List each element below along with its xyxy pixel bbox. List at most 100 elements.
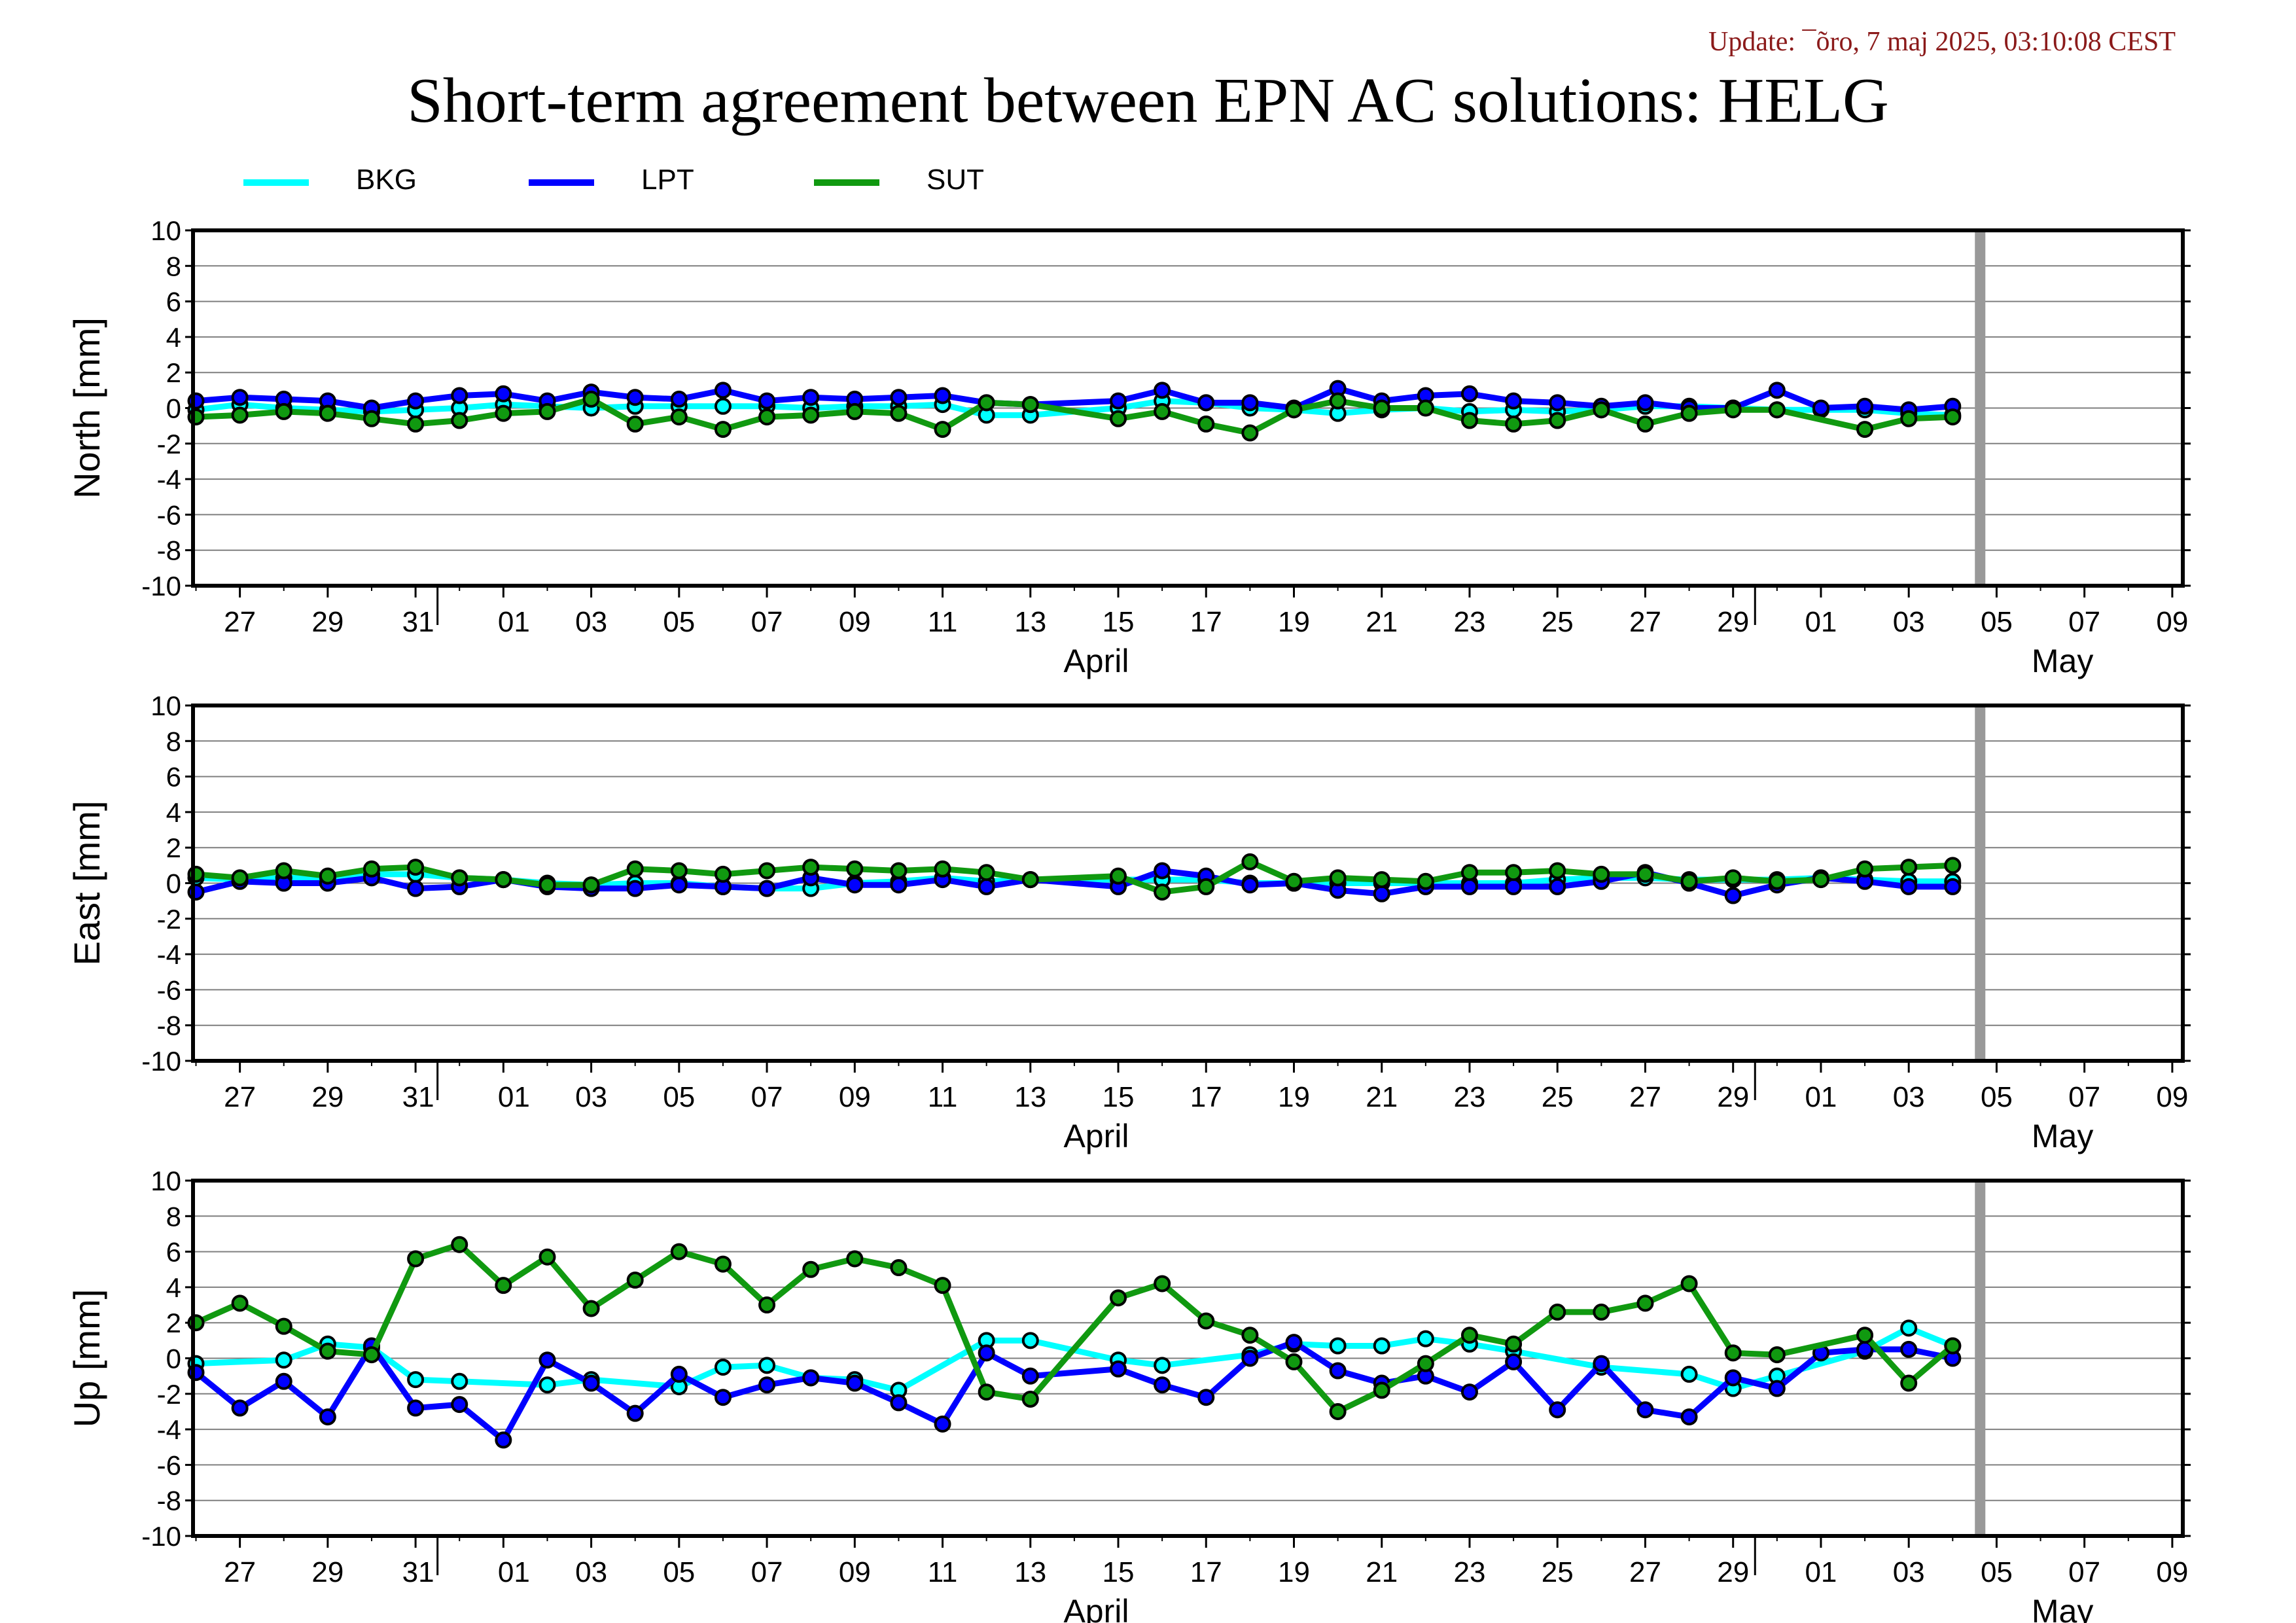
- chart-panel-1: 10 8 6 4 2 0 -2 -4 -6 -8 -10 North [mm] 27 29 31 01 03 05…: [66, 215, 2191, 679]
- data-point-lpt: [495, 385, 512, 402]
- data-point-lpt: [1460, 878, 1478, 895]
- x-tick-label: 23: [1454, 1556, 1486, 1588]
- x-tick-label: 29: [311, 606, 344, 638]
- data-point-lpt: [758, 392, 776, 410]
- data-point-sut: [1856, 421, 1874, 438]
- data-point-lpt: [1636, 394, 1654, 412]
- data-point-sut: [1285, 401, 1303, 419]
- x-tick-label: 07: [2068, 606, 2100, 638]
- chart-title: Short-term agreement between EPN AC solu…: [407, 65, 1889, 136]
- data-point-lpt: [1241, 394, 1259, 412]
- x-tick-label: 29: [311, 1081, 344, 1113]
- data-point-lpt: [626, 880, 644, 897]
- data-point-sut: [187, 1314, 205, 1332]
- data-point-sut: [1110, 1289, 1127, 1307]
- data-point-bkg: [1417, 1330, 1434, 1347]
- x-tick-label: 07: [751, 1556, 783, 1588]
- x-tick-label: 29: [1717, 1081, 1749, 1113]
- x-tick-label: 25: [1542, 1556, 1574, 1588]
- data-point-lpt: [802, 389, 820, 406]
- data-point-sut: [934, 421, 951, 438]
- data-point-lpt: [1154, 382, 1171, 399]
- data-point-lpt: [1110, 1360, 1127, 1378]
- data-point-lpt: [1549, 1401, 1566, 1419]
- data-point-bkg: [1021, 1332, 1039, 1349]
- data-point-sut: [890, 404, 908, 422]
- data-point-lpt: [1768, 1380, 1786, 1397]
- data-point-sut: [1549, 412, 1566, 429]
- y-tick-label: -8: [157, 535, 181, 566]
- data-point-sut: [1154, 1275, 1171, 1293]
- series-line-lpt: [196, 385, 1953, 413]
- y-tick-label: 0: [166, 393, 181, 424]
- data-point-sut: [670, 408, 688, 426]
- data-point-sut: [1505, 415, 1523, 433]
- x-tick-label: 07: [2068, 1081, 2100, 1113]
- legend-swatch-sut: [814, 179, 879, 186]
- data-point-sut: [539, 402, 556, 420]
- x-tick-label: 03: [575, 1556, 607, 1588]
- data-point-sut: [187, 408, 205, 426]
- data-point-lpt: [670, 876, 688, 894]
- data-point-lpt: [846, 1374, 864, 1392]
- data-point-lpt: [1110, 392, 1127, 410]
- data-end-marker: [1975, 230, 1986, 586]
- data-point-sut: [1944, 1337, 1962, 1355]
- data-point-sut: [451, 869, 468, 887]
- data-point-sut: [1329, 392, 1347, 410]
- x-tick-label: 03: [1893, 606, 1925, 638]
- data-point-lpt: [407, 880, 425, 897]
- data-point-sut: [275, 402, 292, 420]
- data-point-lpt: [1856, 397, 1874, 415]
- x-tick-label: 09: [2156, 606, 2188, 638]
- y-tick-label: -6: [157, 499, 181, 530]
- data-point-sut: [1417, 399, 1434, 417]
- x-tick-label: 23: [1454, 1081, 1486, 1113]
- plot-frame: [191, 1179, 2185, 1538]
- data-point-sut: [451, 412, 468, 429]
- data-point-bkg: [758, 1357, 776, 1374]
- data-point-lpt: [1724, 1369, 1742, 1387]
- data-point-sut: [495, 404, 512, 422]
- data-point-sut: [1900, 1374, 1918, 1392]
- data-point-lpt: [890, 1394, 908, 1412]
- data-point-sut: [231, 406, 249, 424]
- data-point-sut: [1724, 1344, 1742, 1362]
- month-label: May: [2032, 643, 2093, 679]
- data-point-sut: [1680, 872, 1698, 890]
- data-point-lpt: [1154, 862, 1171, 880]
- data-point-lpt: [1505, 878, 1523, 895]
- data-point-sut: [1373, 871, 1390, 889]
- data-point-lpt: [1812, 399, 1829, 417]
- data-point-sut: [1900, 859, 1918, 876]
- data-point-sut: [1724, 401, 1742, 419]
- data-point-lpt: [1505, 392, 1523, 410]
- data-point-sut: [1417, 872, 1434, 890]
- data-point-lpt: [890, 389, 908, 406]
- data-point-lpt: [1285, 1334, 1303, 1351]
- y-axis-label: Up [mm]: [66, 1289, 107, 1428]
- y-tick-label: -8: [157, 1010, 181, 1041]
- data-point-lpt: [1241, 876, 1259, 894]
- y-tick-label: 10: [150, 1166, 181, 1196]
- data-point-sut: [978, 864, 995, 882]
- update-timestamp: Update: ¯õro, 7 maj 2025, 03:10:08 CEST: [1708, 27, 2176, 57]
- data-point-sut: [1900, 410, 1918, 427]
- y-tick-label: -6: [157, 1450, 181, 1480]
- data-point-lpt: [1329, 1362, 1347, 1380]
- data-point-lpt: [1197, 1389, 1215, 1406]
- data-point-sut: [1593, 401, 1610, 419]
- data-point-sut: [890, 862, 908, 880]
- x-tick-label: 13: [1014, 1081, 1046, 1113]
- data-point-sut: [1549, 1303, 1566, 1321]
- data-point-sut: [1154, 402, 1171, 420]
- x-tick-label: 07: [751, 1081, 783, 1113]
- x-tick-label: 19: [1278, 606, 1310, 638]
- x-tick-label: 05: [663, 1556, 695, 1588]
- data-point-sut: [1241, 1327, 1259, 1344]
- x-tick-label: 01: [498, 1081, 530, 1113]
- data-point-sut: [407, 1250, 425, 1268]
- x-tick-label: 27: [1629, 1081, 1661, 1113]
- data-point-lpt: [1197, 394, 1215, 412]
